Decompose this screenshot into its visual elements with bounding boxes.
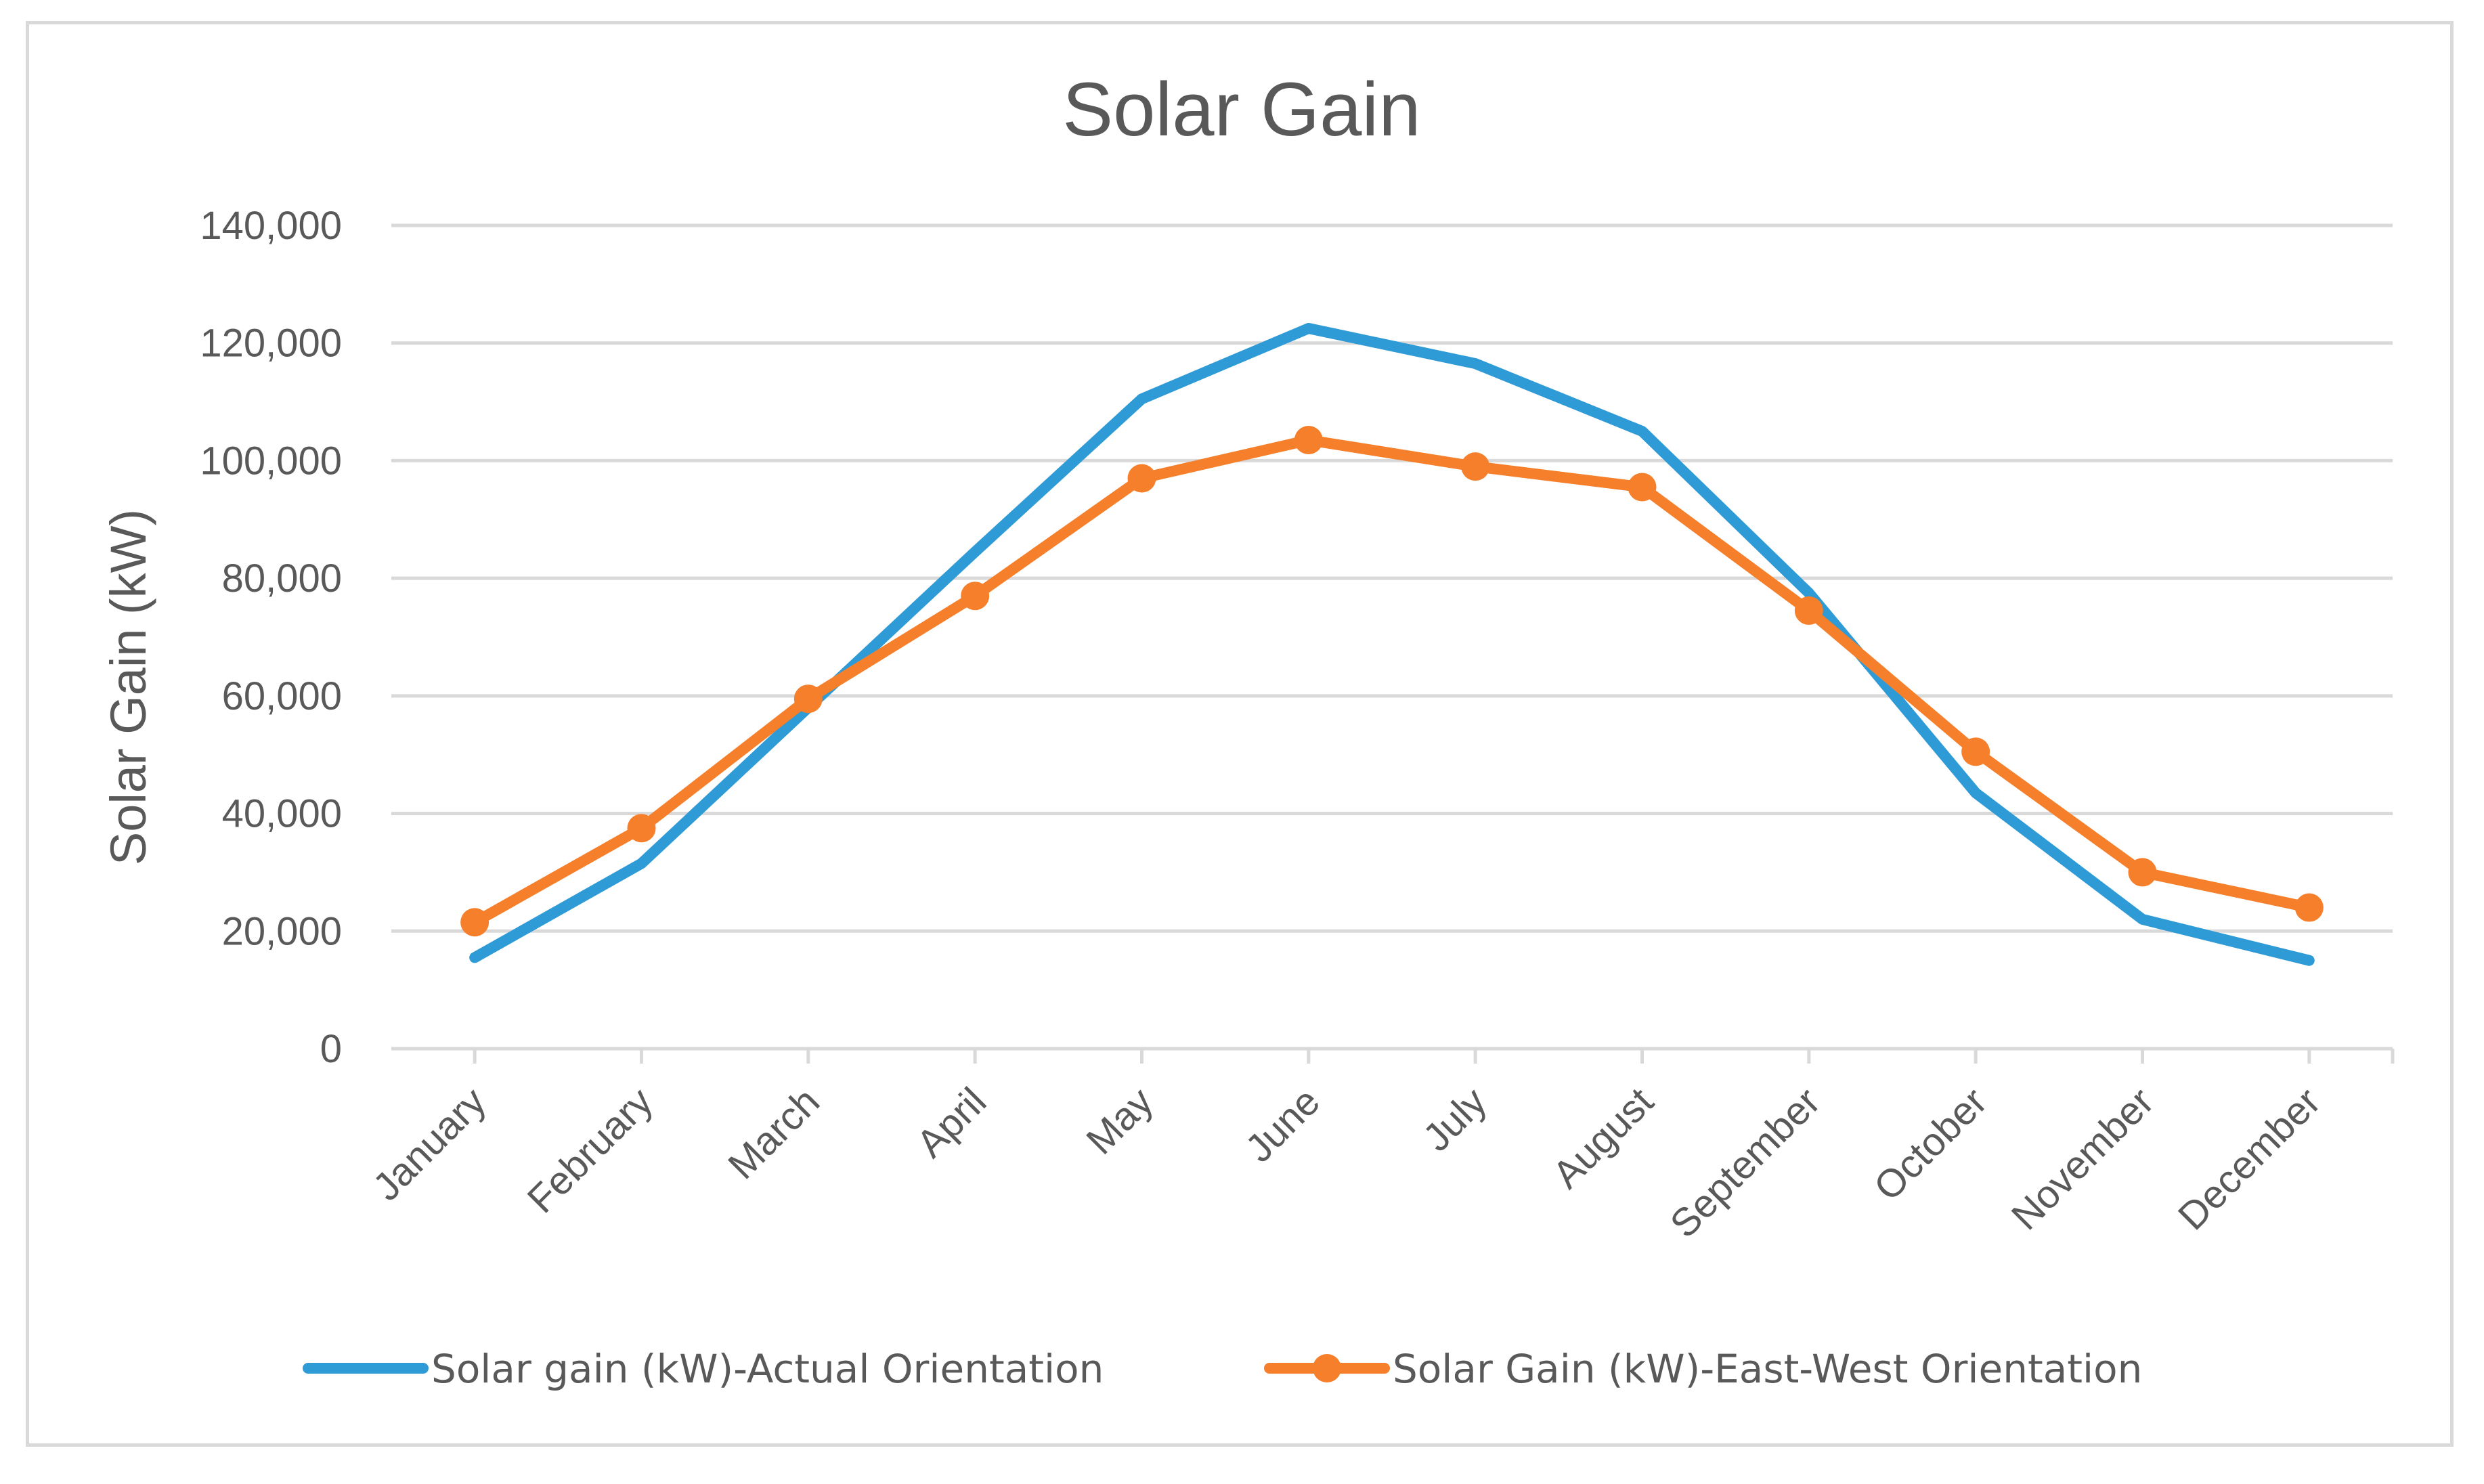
y-tick-label: 80,000: [222, 556, 342, 601]
data-point: [1628, 473, 1657, 502]
series-line: [469, 435, 2315, 928]
x-tick-label: February: [519, 1079, 661, 1221]
x-tick-label: September: [1661, 1079, 1829, 1246]
data-point: [1961, 737, 1990, 766]
data-point: [627, 814, 656, 843]
y-axis-title: Solar Gain (kW): [100, 509, 156, 865]
x-tick-label: December: [2170, 1079, 2329, 1238]
x-tick-label: July: [1414, 1079, 1495, 1160]
data-point: [1461, 452, 1490, 481]
y-tick-label: 60,000: [222, 674, 342, 718]
y-axis-ticks: 0 20,000 40,000 60,000 80,000 100,000 120,000 1…: [200, 204, 342, 1071]
data-point: [1294, 426, 1323, 455]
data-point: [793, 684, 823, 714]
data-point: [1127, 464, 1156, 493]
legend-marker: [1313, 1354, 1341, 1382]
legend: Solar gain (kW)-Actual Orientation Solar …: [303, 1346, 2142, 1392]
y-tick-label: 140,000: [200, 204, 342, 248]
x-tick-label: November: [2003, 1079, 2162, 1238]
legend-label: Solar gain (kW)-Actual Orientation: [431, 1346, 1104, 1392]
data-point: [1794, 596, 1823, 625]
y-tick-label: 20,000: [222, 909, 342, 953]
data-point: [2128, 858, 2157, 887]
x-tick-label: August: [1544, 1079, 1662, 1197]
x-axis-labels: January February March April May June July Augu…: [364, 1079, 2329, 1246]
series-line: [469, 323, 2315, 966]
x-tick-label: January: [364, 1079, 494, 1209]
legend-label: Solar Gain (kW)-East-West Orientation: [1393, 1346, 2142, 1392]
x-tick-label: April: [908, 1079, 995, 1166]
legend-item: Solar Gain (kW)-East-West Orientation: [1264, 1346, 2142, 1392]
chart-frame: [26, 21, 2454, 1447]
x-tick-label: October: [1866, 1079, 1996, 1209]
series-1: [469, 323, 2315, 966]
data-point: [460, 908, 489, 937]
x-tick-label: March: [720, 1079, 828, 1187]
y-tick-label: 120,000: [200, 322, 342, 366]
chart-title: Solar Gain: [1062, 67, 1420, 152]
y-tick-label: 0: [320, 1027, 342, 1071]
x-tick-label: May: [1078, 1079, 1161, 1162]
gridlines: [391, 223, 2393, 933]
legend-item: Solar gain (kW)-Actual Orientation: [303, 1346, 1104, 1392]
x-axis: [391, 1047, 2395, 1064]
data-point: [2294, 893, 2324, 922]
series-layer: [460, 323, 2324, 966]
y-tick-label: 100,000: [200, 439, 342, 483]
y-tick-label: 40,000: [222, 792, 342, 836]
data-point: [961, 582, 990, 611]
x-tick-label: June: [1237, 1079, 1328, 1171]
series-2: [460, 426, 2324, 937]
